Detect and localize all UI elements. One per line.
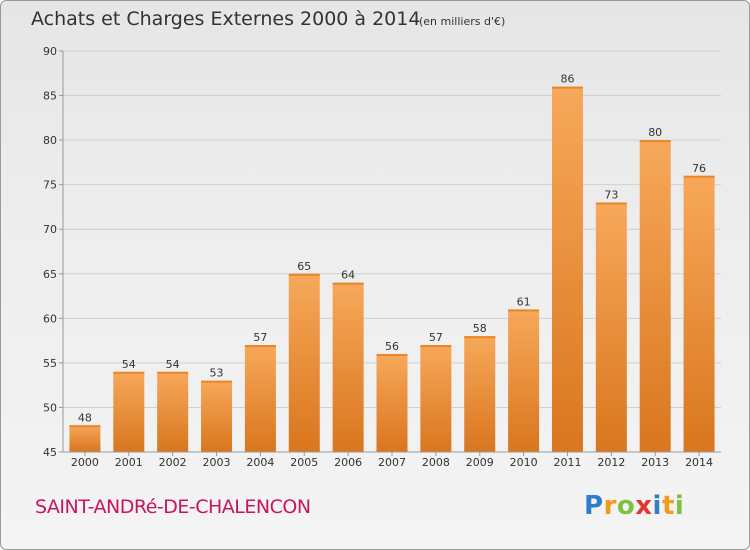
bar-top-edge [376,353,408,356]
x-tick-label: 2013 [641,456,669,469]
bar-top-edge [69,425,101,428]
y-tick-label: 90 [43,45,57,58]
x-axis-ticks: 2000 2001 2002 2003 2004 2005 2006 2007 2008 2009… [71,452,713,469]
y-tick-label: 65 [43,268,57,281]
data-label: 54 [122,358,136,371]
bar-top-edge [420,345,452,348]
data-label: 48 [78,411,92,424]
x-tick-label: 2011 [553,456,581,469]
bar-top-edge [288,273,320,276]
bar [508,309,540,452]
bar-top-edge [639,140,671,143]
logo-letter: t [661,491,675,521]
x-tick-label: 2003 [203,456,231,469]
data-label: 56 [385,340,399,353]
proxiti-logo: Proxiti [584,491,684,521]
data-label: 57 [429,331,443,344]
bar-top-edge [551,86,583,89]
bar-top-edge [113,371,145,374]
bar [464,336,496,452]
data-label: 57 [253,331,267,344]
logo-letter: r [603,491,617,521]
y-tick-label: 85 [43,90,57,103]
bar [244,345,276,452]
x-tick-label: 2007 [378,456,406,469]
y-tick-label: 45 [43,446,57,459]
bar [639,140,671,452]
bar [332,282,364,452]
logo-letter: o [616,491,636,521]
bar [683,175,715,452]
bar-top-edge [201,380,233,383]
data-label: 53 [210,367,224,380]
data-label: 80 [648,126,662,139]
x-tick-label: 2000 [71,456,99,469]
chart-title: Achats et Charges Externes 2000 à 2014 [31,8,421,30]
data-label: 61 [517,295,531,308]
x-tick-label: 2014 [685,456,713,469]
bar [595,202,627,452]
chart-subtitle: (en milliers d'€) [419,15,506,28]
x-tick-label: 2001 [115,456,143,469]
data-label: 73 [604,188,618,201]
bar-top-edge [157,371,189,374]
logo-letter: i [652,491,662,521]
commune-name: SAINT-ANDRé-DE-CHALENCON [35,496,311,518]
bars [69,86,715,453]
y-tick-label: 70 [43,223,57,236]
x-tick-label: 2006 [334,456,362,469]
data-label: 76 [692,162,706,175]
data-label: 54 [166,358,180,371]
bar-top-edge [595,202,627,205]
logo-letter: P [584,491,604,521]
bar-top-edge [508,309,540,312]
x-tick-label: 2010 [510,456,538,469]
bar [551,86,583,453]
y-tick-label: 60 [43,312,57,325]
axes [62,51,721,453]
y-tick-label: 50 [43,401,57,414]
x-tick-label: 2005 [290,456,318,469]
bar [201,380,233,452]
x-tick-label: 2008 [422,456,450,469]
x-tick-label: 2004 [246,456,274,469]
data-labels: 48 54 54 53 57 65 64 56 57 58 61 86 73 80 76 [78,73,706,425]
bar-top-edge [464,336,496,339]
x-tick-label: 2009 [466,456,494,469]
y-tick-label: 55 [43,357,57,370]
bar [69,425,101,452]
bar-top-edge [332,282,364,285]
data-label: 64 [341,269,355,282]
bar [288,273,320,452]
bar [113,371,145,452]
data-label: 65 [297,260,311,273]
bar [157,371,189,452]
y-tick-label: 75 [43,179,57,192]
data-label: 86 [560,73,574,86]
y-tick-label: 80 [43,134,57,147]
bar [376,353,408,452]
x-tick-label: 2012 [597,456,625,469]
bar-top-edge [244,345,276,348]
bar [420,345,452,452]
logo-letter: i [674,491,685,521]
logo-letter: x [635,491,653,521]
y-axis-ticks: 45 50 55 60 65 70 75 80 85 90 [43,45,63,459]
bar-top-edge [683,175,715,178]
x-tick-label: 2002 [159,456,187,469]
data-label: 58 [473,322,487,335]
